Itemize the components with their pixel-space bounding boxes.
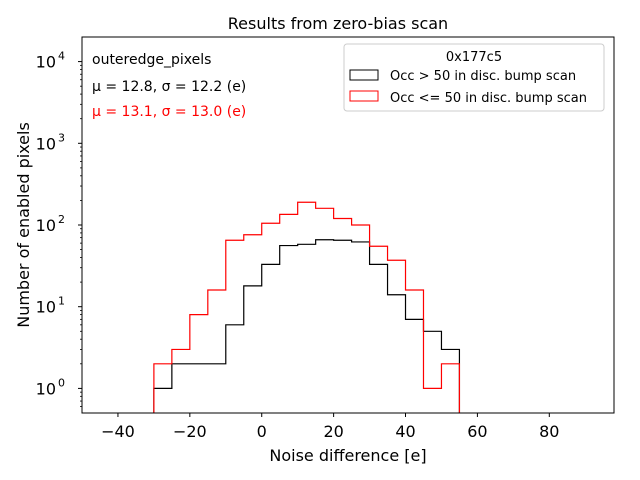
y-tick-label-exponent: 0 xyxy=(58,376,65,389)
y-tick-label-exponent: 4 xyxy=(58,50,65,63)
annotation-region-name: outeredge_pixels xyxy=(92,52,211,68)
y-tick-label: 10 xyxy=(36,134,56,153)
x-axis: −40 −20 0 20 40 60 80 xyxy=(101,413,559,441)
legend-label-black: Occ > 50 in disc. bump scan xyxy=(390,69,576,84)
x-tick-label: 20 xyxy=(323,422,343,441)
x-tick-label: −40 xyxy=(101,422,135,441)
legend-swatch-black xyxy=(349,69,379,81)
y-tick-label-exponent: 3 xyxy=(58,131,65,144)
plot-area xyxy=(153,201,461,413)
annotation-stats-red: μ = 13.1, σ = 13.0 (e) xyxy=(92,104,246,120)
x-tick-label: 80 xyxy=(539,422,559,441)
legend-box xyxy=(343,43,605,112)
x-tick-label: 60 xyxy=(467,422,487,441)
legend-title: 0x177c5 xyxy=(446,50,502,65)
histogram-series-red xyxy=(153,201,461,413)
y-tick-label: 10 xyxy=(36,216,56,235)
y-tick-label: 10 xyxy=(36,379,56,398)
chart-title: Results from zero-bias scan xyxy=(228,14,448,33)
histogram-series-black xyxy=(153,239,461,413)
annotation-stats-black: μ = 12.8, σ = 12.2 (e) xyxy=(92,79,246,95)
y-tick-label-exponent: 1 xyxy=(58,295,65,308)
y-tick-label: 10 xyxy=(36,298,56,317)
y-tick-label-exponent: 2 xyxy=(58,213,65,226)
y-tick-label: 10 xyxy=(36,53,56,72)
x-axis-label: Noise difference [e] xyxy=(269,446,426,465)
legend-label-red: Occ <= 50 in disc. bump scan xyxy=(390,91,587,106)
x-tick-label: 40 xyxy=(395,422,415,441)
x-tick-label: 0 xyxy=(257,422,267,441)
y-axis-label: Number of enabled pixels xyxy=(14,122,33,328)
x-tick-label: −20 xyxy=(173,422,207,441)
legend-swatch-red xyxy=(349,90,379,102)
legend: 0x177c5 Occ > 50 in disc. bump scan Occ … xyxy=(343,43,605,112)
